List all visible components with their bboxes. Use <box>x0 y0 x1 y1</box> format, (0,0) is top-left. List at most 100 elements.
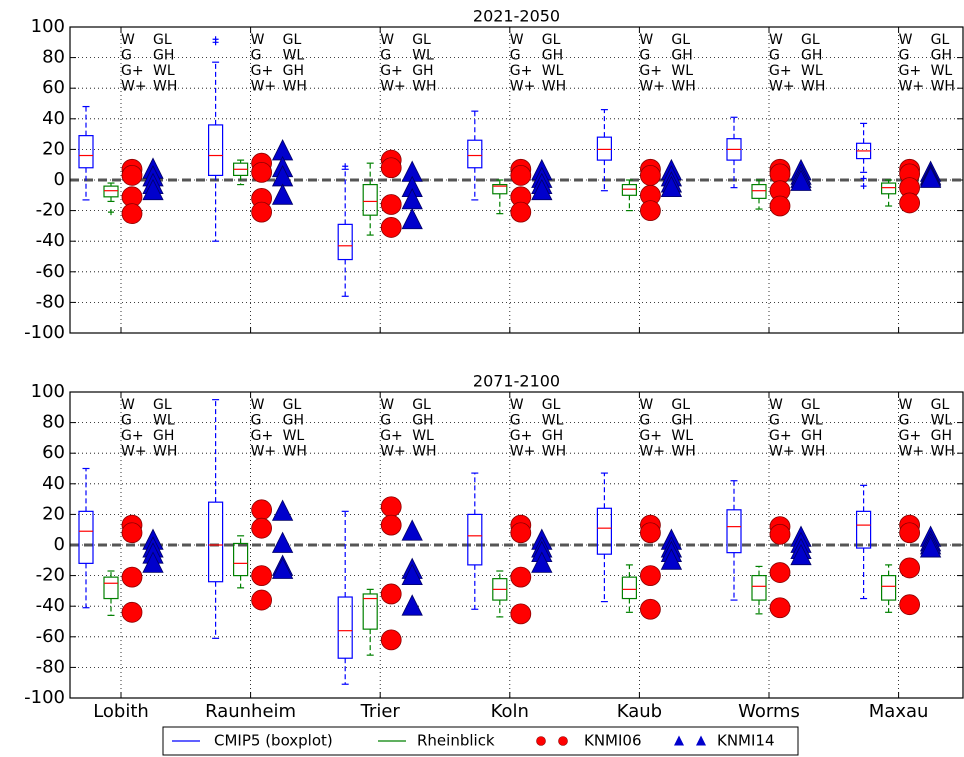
scenario-label: W <box>899 397 913 413</box>
knmi06-point <box>380 629 402 651</box>
scenario-label: WH <box>412 79 436 95</box>
scenario-label: G+ <box>769 428 792 444</box>
scenario-label: G+ <box>121 63 144 79</box>
scenario-label: W <box>380 32 394 48</box>
scenario-label: WL <box>283 48 305 64</box>
scenario-label: WL <box>542 63 564 79</box>
knmi06-point <box>121 203 143 225</box>
knmi14-point <box>919 166 942 188</box>
knmi14-point <box>531 178 553 201</box>
knmi06-point <box>899 192 920 214</box>
scenario-label: WH <box>412 444 436 460</box>
scenario-label: WL <box>801 63 823 79</box>
y-tick-label: -20 <box>36 565 65 586</box>
knmi06-point <box>640 165 661 186</box>
scenario-label: WL <box>931 413 953 429</box>
knmi06-point <box>769 195 791 217</box>
knmi14-point <box>401 563 423 585</box>
scenario-label: GL <box>283 32 302 48</box>
scenario-label: W <box>510 397 524 413</box>
box <box>492 183 508 195</box>
box <box>880 182 897 195</box>
y-tick-label: -60 <box>36 626 65 647</box>
y-tick-label: 100 <box>31 16 65 37</box>
scenario-label: WH <box>283 79 307 95</box>
scenario-label: G <box>251 48 262 64</box>
flier <box>860 183 867 190</box>
scenario-label: W <box>251 32 265 48</box>
box <box>103 185 119 198</box>
x-tick-label: Raunheim <box>205 701 296 722</box>
scenario-label: WL <box>283 428 305 444</box>
knmi14-point <box>790 169 812 191</box>
scenario-label: W+ <box>639 444 665 460</box>
y-tick-label: -100 <box>24 687 65 708</box>
knmi06-point <box>380 217 402 238</box>
scenario-label: W <box>121 32 135 48</box>
scenario-label: G <box>380 48 391 64</box>
x-tick-label: Lobith <box>93 701 149 722</box>
box <box>621 183 638 196</box>
scenario-label: W+ <box>510 444 536 460</box>
legend-handle <box>536 736 546 746</box>
y-tick-label: 0 <box>54 169 65 190</box>
knmi14-point <box>271 183 294 205</box>
scenario-label: WH <box>671 79 695 95</box>
scenario-label: GH <box>283 63 304 79</box>
knmi06-point <box>510 201 532 223</box>
scenario-label: WL <box>931 63 953 79</box>
scenario-label: GL <box>542 397 561 413</box>
scenario-label: WH <box>283 444 307 460</box>
scenario-label: GH <box>412 63 433 79</box>
knmi06-point <box>899 594 920 616</box>
knmi14-point <box>142 178 164 201</box>
scenario-label: WL <box>542 413 564 429</box>
scenario-label: GH <box>153 428 174 444</box>
scenario-label: GL <box>931 397 950 413</box>
scenario-label: WH <box>801 79 825 95</box>
y-tick-label: 80 <box>42 412 65 433</box>
knmi14-point <box>401 594 423 616</box>
knmi06-point <box>510 603 532 625</box>
knmi06-point <box>899 522 920 544</box>
scenario-label: GH <box>801 48 822 64</box>
scenario-label: WL <box>153 63 175 79</box>
scenario-label: WL <box>412 48 434 64</box>
knmi06-point <box>380 496 402 518</box>
knmi06-point <box>640 522 661 544</box>
y-tick-label: 60 <box>42 77 65 98</box>
box <box>337 596 353 659</box>
knmi14-point <box>660 548 683 570</box>
scenario-label: WH <box>542 79 566 95</box>
plot-frame <box>69 391 964 699</box>
scenario-label: GH <box>801 428 822 444</box>
x-tick-label: Worms <box>738 701 800 722</box>
box <box>621 576 638 600</box>
y-tick-label: -80 <box>36 656 65 677</box>
scenario-label: G+ <box>639 428 662 444</box>
knmi06-point <box>251 201 273 223</box>
scenario-label: G <box>121 48 132 64</box>
scenario-label: G <box>121 413 132 429</box>
legend-label: Rheinblick <box>417 732 495 750</box>
box <box>751 183 767 199</box>
knmi14-point <box>271 557 294 579</box>
scenario-label: G <box>899 413 910 429</box>
scenario-label: GL <box>412 397 431 413</box>
knmi06-point <box>769 597 791 619</box>
scenario-label: GL <box>931 32 950 48</box>
scenario-label: G <box>510 48 521 64</box>
legend-box <box>162 726 799 756</box>
scenario-label: GL <box>153 32 172 48</box>
y-tick-label: 20 <box>42 138 65 159</box>
knmi06-point <box>121 165 143 186</box>
scenario-label: GH <box>542 428 563 444</box>
knmi14-point <box>660 175 683 198</box>
scenario-label: G <box>769 413 780 429</box>
scenario-label: WL <box>153 413 175 429</box>
box <box>362 183 378 216</box>
knmi06-point <box>510 522 532 544</box>
box <box>208 501 224 583</box>
scenario-label: W <box>251 397 265 413</box>
y-tick-label: -60 <box>36 261 65 282</box>
